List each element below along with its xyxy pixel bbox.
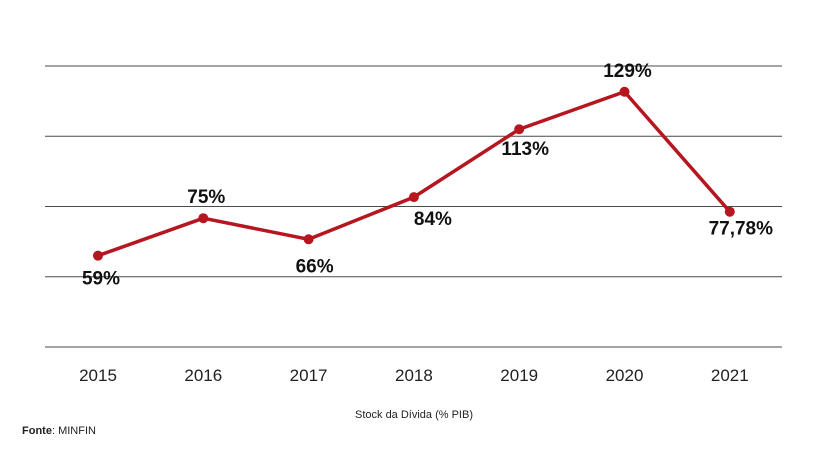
source-value: MINFIN	[55, 425, 96, 437]
data-point-2015	[93, 250, 103, 261]
x-tick-labels: 2015 2016 2017 2018 2019 2020 2021	[79, 366, 749, 385]
data-point-2020	[619, 86, 630, 97]
data-point-2018	[408, 192, 419, 203]
x-tick-2017: 2017	[290, 366, 328, 385]
data-point-2021	[724, 206, 735, 217]
data-label-2021: 77,78%	[709, 219, 774, 240]
x-tick-2016: 2016	[184, 366, 222, 385]
x-tick-2018: 2018	[395, 366, 433, 385]
x-axis-label: Stock da Dívida (% PIB)	[355, 409, 473, 421]
x-tick-2019: 2019	[500, 366, 538, 385]
data-label-2019: 113%	[501, 139, 549, 160]
gridlines	[45, 65, 782, 348]
series-line	[96, 90, 732, 258]
data-labels: 59% 75% 66% 84% 113% 129% 77,78%	[82, 61, 773, 290]
x-tick-2020: 2020	[606, 366, 644, 385]
source-note: Fonte: MINFIN	[22, 425, 96, 437]
data-point-2019	[514, 124, 525, 135]
source-separator: :	[51, 425, 56, 437]
data-label-2015: 59%	[82, 269, 120, 290]
data-point-2017	[303, 234, 314, 245]
data-label-2017: 66%	[296, 256, 334, 277]
x-tick-2021: 2021	[711, 366, 749, 385]
x-tick-2015: 2015	[79, 366, 117, 385]
data-label-2018: 84%	[414, 209, 452, 230]
data-point-2016	[198, 213, 209, 224]
source-label: Fonte	[22, 425, 52, 437]
data-label-2020: 129%	[603, 61, 652, 82]
series-line-layer	[96, 90, 732, 258]
data-points	[93, 86, 735, 261]
data-label-2016: 75%	[187, 187, 225, 208]
